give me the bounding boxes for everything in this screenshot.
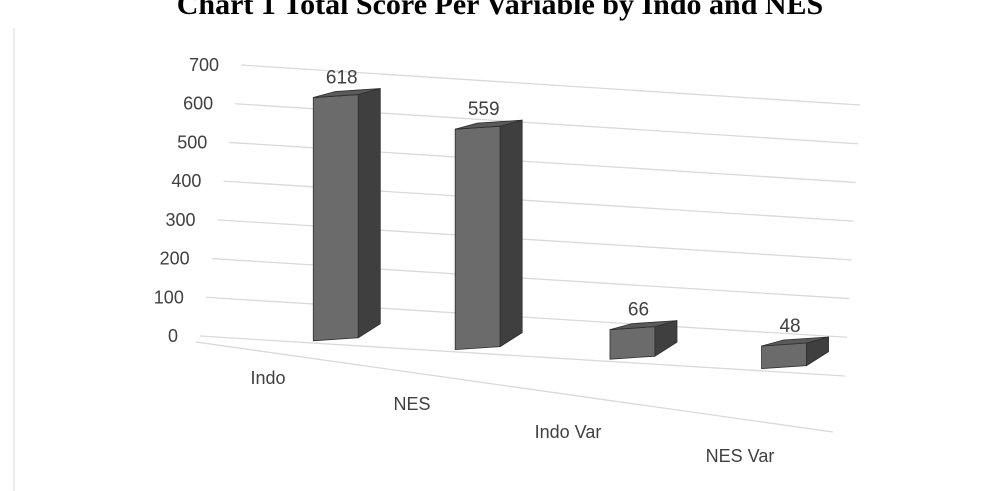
y-tick-label: 600 — [183, 94, 213, 114]
data-label: 618 — [326, 68, 358, 89]
bar-top — [761, 336, 829, 347]
bar-front — [761, 342, 807, 370]
data-label: 48 — [779, 316, 800, 337]
bar — [609, 320, 678, 360]
bar-side — [499, 119, 523, 348]
y-tick-label: 0 — [168, 326, 178, 346]
bar-front — [454, 125, 501, 351]
gridline — [205, 296, 848, 338]
bar-side — [357, 88, 381, 339]
gridline — [211, 257, 850, 300]
y-tick-label: 200 — [160, 249, 190, 269]
data-label: 66 — [628, 300, 649, 321]
gridline — [240, 64, 861, 106]
gridline — [217, 219, 852, 261]
y-tick-label: 500 — [177, 132, 207, 152]
x-category-label: Indo — [250, 368, 285, 388]
y-tick-label: 300 — [166, 210, 196, 230]
chart-title: Chart 1 Total Score Per Variable by Indo… — [177, 0, 824, 21]
bar-top — [313, 88, 381, 98]
bars — [312, 88, 829, 370]
x-category-label: NES — [393, 394, 430, 414]
bar — [761, 336, 829, 370]
gridlines — [195, 64, 861, 433]
y-tick-label: 700 — [189, 55, 219, 75]
gridline — [199, 335, 846, 377]
bar — [312, 88, 381, 342]
data-labels: 618 559 66 48 — [326, 68, 801, 337]
bar-top — [455, 119, 523, 130]
bar-front — [609, 326, 656, 360]
bar — [454, 119, 523, 351]
data-label: 559 — [468, 99, 500, 120]
y-axis-ticks: 0 100 200 300 400 500 600 700 — [154, 55, 219, 346]
x-axis-categories: Indo NES Indo Var NES Var — [250, 368, 774, 466]
y-tick-label: 400 — [171, 171, 201, 191]
floor-edge — [195, 341, 834, 433]
bar-front — [312, 94, 359, 342]
bar-top — [609, 320, 678, 331]
y-tick-label: 100 — [154, 287, 184, 307]
x-category-label: Indo Var — [535, 422, 602, 442]
x-category-label: NES Var — [706, 446, 775, 466]
